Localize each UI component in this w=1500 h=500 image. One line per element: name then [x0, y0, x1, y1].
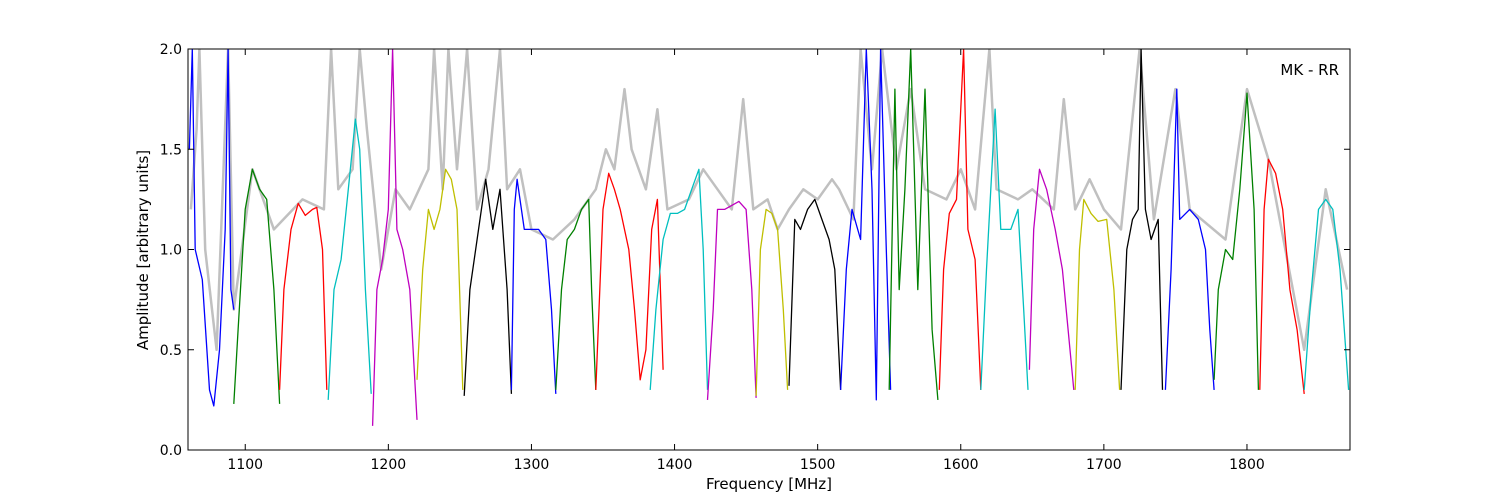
- plot-area: [188, 49, 1350, 450]
- series-line-4: [327, 118, 372, 400]
- series-line-18: [980, 108, 1029, 390]
- series-line-6: [416, 168, 464, 390]
- series-line-17: [938, 49, 982, 390]
- series-line-11: [649, 168, 709, 390]
- series-line-8: [510, 178, 557, 394]
- series-line-20: [1074, 198, 1121, 390]
- series-line-19: [1028, 168, 1075, 390]
- series-line-12: [706, 200, 757, 400]
- y-tick-label: 0.0: [160, 443, 182, 459]
- x-tick-label: 1800: [1229, 457, 1265, 473]
- series-line-25: [1303, 198, 1350, 390]
- y-tick-label: 1.0: [160, 243, 182, 259]
- x-tick-label: 1200: [371, 457, 407, 473]
- plot-content: [188, 49, 1350, 426]
- x-tick-label: 1700: [1086, 457, 1122, 473]
- x-axis-label: Frequency [MHz]: [706, 475, 832, 493]
- series-line-5: [371, 49, 418, 426]
- y-tick-label: 1.5: [160, 142, 182, 158]
- series-line-3: [278, 202, 328, 390]
- series-line-23: [1213, 92, 1260, 390]
- series-line-13: [755, 208, 789, 396]
- y-tick-label: 0.5: [160, 343, 182, 359]
- series-line-7: [463, 178, 513, 396]
- background-spectrum-line: [189, 49, 1349, 352]
- series-line-1: [188, 49, 235, 407]
- y-axis-label: Amplitude [arbitrary units]: [134, 150, 152, 350]
- y-tick-label: 2.0: [160, 42, 182, 58]
- x-tick-label: 1400: [657, 457, 693, 473]
- series-line-9: [555, 198, 597, 390]
- x-tick-label: 1300: [514, 457, 550, 473]
- series-line-16: [888, 49, 939, 400]
- series-line-2: [233, 168, 281, 404]
- x-tick-label: 1100: [227, 457, 263, 473]
- y-axis-ticks: 0.0 0.5 1.0 1.5 2.0: [160, 42, 1350, 459]
- series-line-15: [839, 49, 892, 401]
- series-line-22: [1164, 88, 1215, 390]
- series-line-24: [1259, 158, 1305, 394]
- x-tick-label: 1600: [943, 457, 979, 473]
- series-line-14: [788, 198, 842, 390]
- x-axis-ticks: 1100 1200 1300 1400 1500 1600 1700 1800: [227, 49, 1265, 473]
- baseline-annotation: MK - RR: [1280, 61, 1339, 79]
- series-line-10: [595, 172, 664, 390]
- x-tick-label: 1500: [800, 457, 836, 473]
- series-line-21: [1120, 49, 1164, 390]
